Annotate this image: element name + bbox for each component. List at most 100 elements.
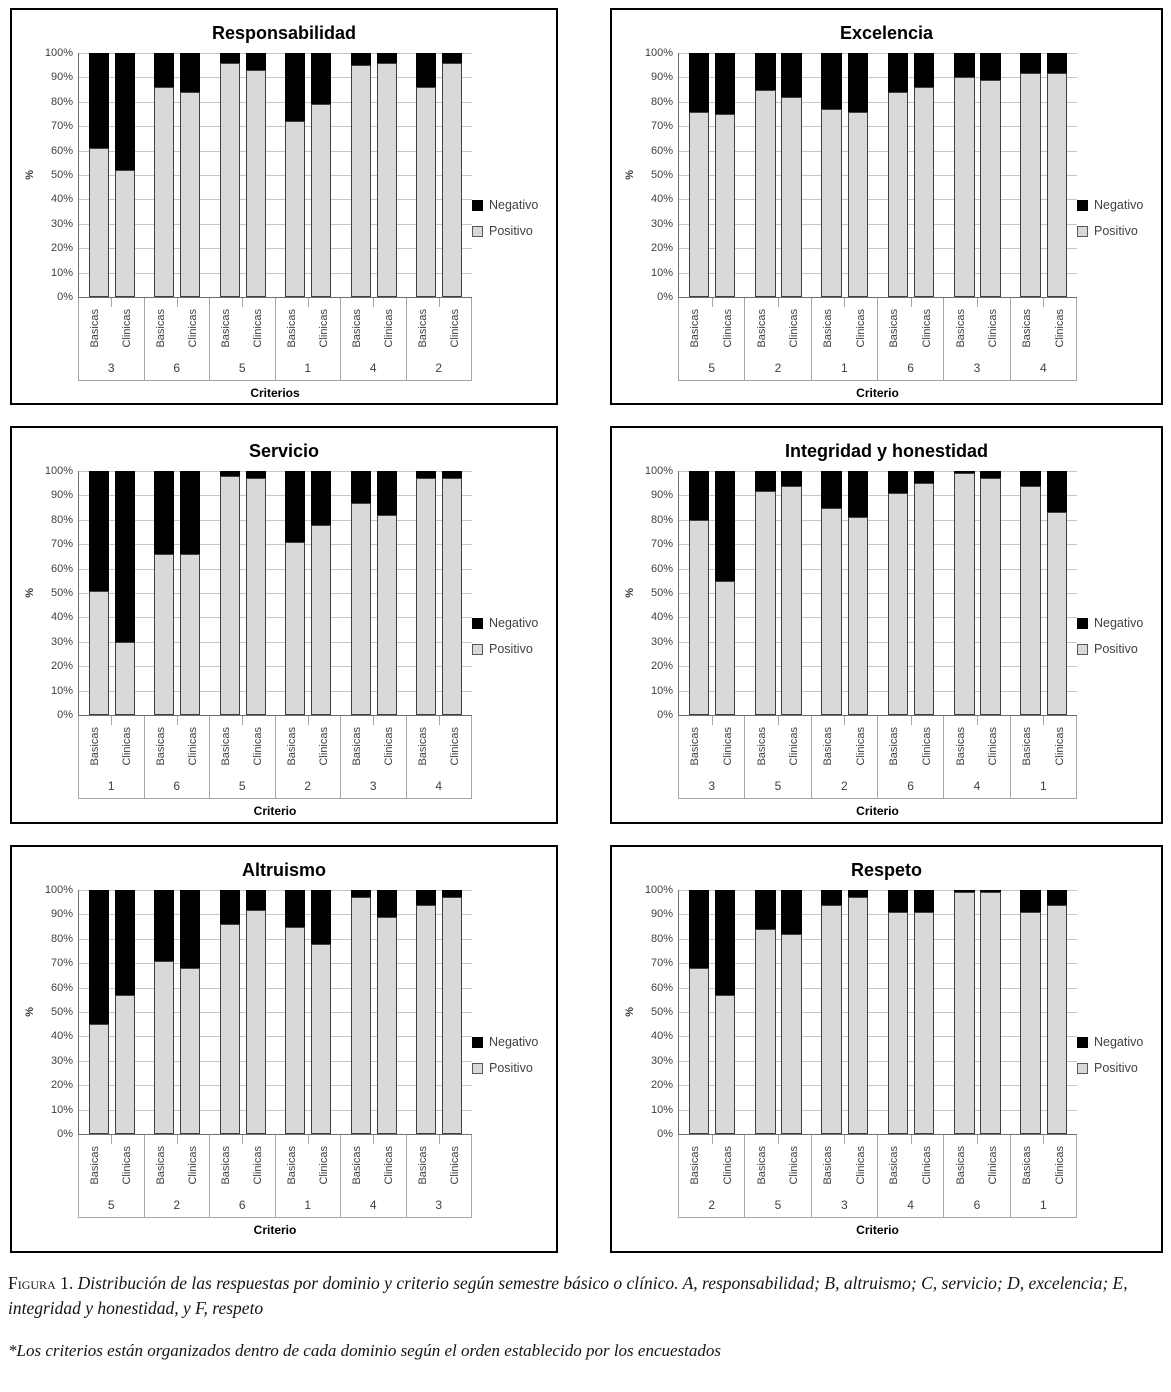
x-category-label: Basicas: [220, 1145, 233, 1185]
gridline: [79, 641, 472, 643]
x-category-cell: Clinicas: [1043, 716, 1076, 776]
legend-item-positivo: Positivo: [472, 1061, 556, 1075]
bar-group: [679, 53, 745, 297]
x-category-cell: Basicas: [79, 716, 111, 776]
x-category-label: Clinicas: [788, 308, 801, 348]
x-axis-category-labels: Basicas Clinicas Basicas Clinicas Basicas Cli…: [678, 298, 1077, 358]
chart-area: % 100% 90% 80% 70% 60% 50% 40% 30% 20% 10% 0% Basi…: [12, 465, 556, 818]
x-category-cell: Clinicas: [177, 1135, 209, 1195]
bar-segment-positivo: [1046, 904, 1068, 1134]
x-category-label: Basicas: [351, 1145, 364, 1185]
chart-panel-respeto: Respeto % 100% 90% 80% 70% 60% 50% 40% 30% 20% 10…: [610, 845, 1163, 1253]
pair-divider-tick: [844, 298, 846, 307]
bar-segment-positivo: [180, 553, 201, 715]
bar: [416, 53, 437, 297]
bar-segment-negativo: [154, 890, 175, 961]
bar: [180, 53, 201, 297]
bar-segment-positivo: [219, 475, 240, 715]
x-category-cell: Clinicas: [439, 1135, 471, 1195]
bar: [416, 890, 437, 1134]
y-tick-label: 80%: [50, 932, 73, 945]
gridline: [79, 471, 472, 472]
gridline: [79, 1012, 472, 1013]
y-tick-label: 0%: [57, 1128, 73, 1140]
bar-group: [276, 53, 342, 297]
bar-segment-negativo: [914, 53, 935, 88]
x-category-cell: Clinicas: [911, 1135, 944, 1195]
bar: [285, 471, 306, 715]
x-category-cell: Clinicas: [911, 716, 944, 776]
x-category-label: Basicas: [821, 1145, 834, 1185]
bar-segment-positivo: [154, 960, 175, 1134]
bar-segment-negativo: [715, 890, 736, 995]
y-tick-label: 60%: [50, 562, 73, 575]
x-axis-category-labels: Basicas Clinicas Basicas Clinicas Basicas Cli…: [78, 716, 472, 776]
x-category-label: Clinicas: [987, 1145, 1000, 1185]
x-category-label: Clinicas: [383, 1145, 396, 1185]
legend-label-negativo: Negativo: [1094, 198, 1144, 212]
y-tick-label: 0%: [57, 291, 73, 303]
pair-divider-tick: [373, 716, 375, 725]
x-label-group: Basicas Clinicas: [340, 716, 406, 776]
criterion-number: 4: [1009, 358, 1076, 380]
x-category-cell: Basicas: [1011, 298, 1044, 358]
x-category-cell: Basicas: [745, 298, 778, 358]
x-label-group: Basicas Clinicas: [78, 716, 144, 776]
x-label-group: Basicas Clinicas: [810, 1135, 877, 1195]
bar-group: [878, 53, 944, 297]
criterion-number: 5: [78, 1195, 144, 1217]
pair-divider-tick: [176, 1135, 178, 1144]
criterion-number: 3: [405, 1195, 472, 1217]
bar-segment-negativo: [688, 53, 710, 112]
y-tick-label: 100%: [644, 465, 673, 477]
chart-area: % 100% 90% 80% 70% 60% 50% 40% 30% 20% 10% 0% Basi…: [612, 884, 1161, 1237]
gridline: [79, 1036, 472, 1038]
gridline: [79, 914, 472, 916]
x-category-label: Clinicas: [722, 1145, 734, 1185]
y-tick-label: 100%: [644, 884, 673, 896]
y-tick-label: 60%: [50, 144, 73, 157]
plot-area: [678, 53, 1077, 298]
bar-segment-positivo: [980, 478, 1001, 715]
legend-item-negativo: Negativo: [472, 616, 556, 630]
x-label-group: Basicas Clinicas: [876, 716, 944, 776]
caption-body: Distribución de las respuestas por domin…: [8, 1272, 1128, 1318]
criterion-number: 3: [810, 1195, 877, 1217]
x-category-label: Basicas: [89, 726, 102, 766]
x-category-cell: Clinicas: [373, 298, 405, 358]
chart-panel-integridad-y-honestidad: Integridad y honestidad % 100% 90% 80% 70% 6…: [610, 426, 1163, 824]
bar: [376, 890, 397, 1134]
bar: [311, 471, 332, 715]
bar: [88, 53, 109, 297]
legend-label-negativo: Negativo: [1094, 1035, 1144, 1049]
x-category-label: Basicas: [954, 1145, 967, 1185]
bar-segment-negativo: [914, 890, 935, 912]
x-category-cell: Basicas: [679, 298, 712, 358]
bar: [781, 53, 802, 297]
criterion-number: 3: [78, 358, 144, 380]
plot-area: [678, 471, 1077, 716]
bar-group: [1011, 471, 1077, 715]
bar-segment-positivo: [416, 87, 437, 297]
bars: [79, 53, 472, 297]
x-label-group: Basicas Clinicas: [405, 1135, 472, 1195]
x-category-label: Clinicas: [317, 1145, 330, 1185]
pair-divider-tick: [777, 1135, 779, 1144]
bar: [980, 471, 1001, 715]
criterion-number: 1: [1009, 776, 1076, 798]
y-tick-label: 20%: [650, 1079, 673, 1092]
y-tick-label: 70%: [50, 120, 73, 133]
y-tick-label: 40%: [50, 611, 73, 624]
x-category-cell: Basicas: [210, 1135, 242, 1195]
gridline: [679, 987, 1077, 989]
bar: [1020, 53, 1041, 297]
gridline: [79, 544, 472, 546]
bar-segment-negativo: [416, 471, 437, 479]
bar-segment-positivo: [219, 924, 240, 1134]
bar: [887, 890, 909, 1134]
pair-divider-tick: [373, 298, 375, 307]
plot-area: [78, 890, 472, 1135]
gridline: [79, 77, 472, 79]
bar-segment-positivo: [688, 111, 710, 297]
bar-segment-negativo: [311, 890, 332, 944]
